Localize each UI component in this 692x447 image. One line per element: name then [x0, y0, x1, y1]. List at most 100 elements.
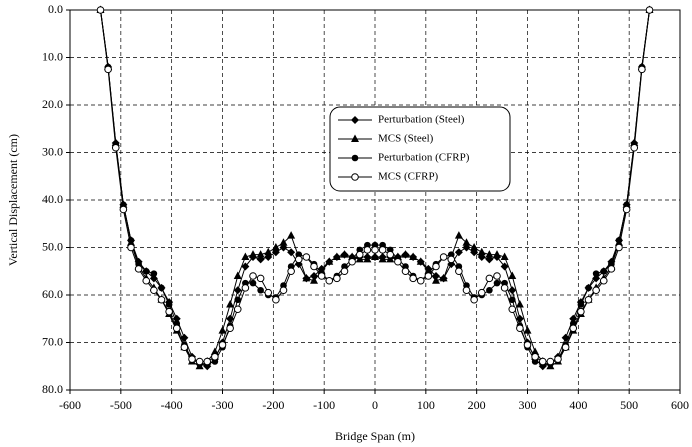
data-point	[180, 343, 189, 352]
legend-marker	[351, 116, 359, 124]
data-point	[561, 343, 570, 352]
x-tick-label: 300	[519, 398, 537, 412]
data-point	[493, 250, 501, 258]
data-point	[272, 295, 280, 304]
data-point	[233, 286, 242, 295]
data-point	[401, 250, 410, 258]
data-point	[455, 267, 463, 276]
data-point	[554, 355, 562, 363]
y-tick-label: 30.0	[42, 144, 63, 158]
legend-label: MCS (Steel)	[378, 133, 434, 145]
y-tick-label: 50.0	[42, 239, 63, 253]
data-point	[622, 205, 631, 214]
data-point	[241, 252, 250, 260]
data-point	[577, 307, 585, 316]
data-point	[111, 143, 120, 152]
data-point	[538, 357, 547, 366]
data-point	[439, 273, 448, 282]
x-tick-label: -300	[212, 398, 234, 412]
data-point	[515, 314, 524, 323]
data-point	[615, 243, 623, 252]
data-point	[226, 314, 235, 323]
data-point	[363, 246, 372, 254]
data-point	[386, 250, 395, 259]
data-point	[577, 301, 585, 308]
data-point	[378, 246, 387, 254]
data-point	[585, 284, 592, 292]
data-point	[432, 276, 440, 284]
data-point	[279, 238, 288, 246]
data-point	[104, 65, 112, 74]
data-point	[310, 262, 318, 271]
x-tick-label: -400	[161, 398, 183, 412]
data-point	[355, 254, 364, 263]
data-point	[134, 265, 143, 273]
data-point	[401, 267, 410, 276]
x-tick-label: -100	[313, 398, 335, 412]
legend-marker	[351, 154, 359, 162]
legend-label: MCS (CFRP)	[378, 171, 439, 183]
data-point	[203, 357, 212, 366]
legend-marker	[351, 134, 359, 142]
data-point	[257, 286, 264, 294]
data-point	[485, 274, 494, 283]
data-point	[477, 247, 486, 256]
data-point	[325, 276, 334, 285]
data-point	[127, 243, 135, 252]
data-point	[371, 252, 379, 260]
data-point	[325, 257, 334, 265]
y-tick-label: 60.0	[42, 287, 63, 301]
x-tick-label: 600	[671, 398, 689, 412]
data-point	[386, 254, 395, 263]
x-tick-label: -600	[59, 398, 81, 412]
data-point	[531, 352, 539, 361]
data-point	[249, 272, 257, 280]
x-axis-label: Bridge Span (m)	[335, 429, 415, 443]
data-point	[279, 286, 288, 295]
data-point	[416, 257, 425, 265]
data-point	[477, 288, 486, 297]
y-tick-label: 10.0	[42, 49, 63, 63]
data-point	[508, 286, 517, 295]
data-point	[172, 324, 181, 333]
data-point	[432, 272, 440, 280]
data-point	[638, 65, 646, 74]
data-point	[561, 333, 570, 342]
data-point	[516, 324, 524, 333]
data-point	[249, 279, 257, 287]
data-point	[546, 357, 555, 366]
legend-marker	[351, 173, 359, 181]
data-point	[294, 255, 303, 264]
data-point	[96, 6, 105, 14]
y-tick-label: 70.0	[42, 334, 63, 348]
data-point	[226, 324, 234, 333]
x-tick-label: 400	[569, 398, 587, 412]
data-point	[226, 300, 235, 308]
data-point	[165, 301, 173, 308]
data-point	[249, 250, 257, 258]
data-point	[416, 276, 425, 285]
data-point	[150, 286, 158, 295]
data-point	[234, 296, 242, 304]
data-point	[531, 347, 540, 355]
data-point	[454, 248, 463, 257]
data-point	[287, 248, 296, 257]
data-point	[340, 250, 349, 258]
data-point	[165, 307, 173, 316]
data-point	[470, 243, 479, 251]
data-point	[439, 253, 448, 261]
data-point	[569, 324, 578, 333]
data-point	[310, 272, 318, 280]
data-point	[172, 314, 181, 323]
data-point	[158, 284, 165, 292]
data-point	[287, 231, 296, 239]
data-point	[157, 295, 166, 304]
plot-frame	[69, 9, 681, 391]
data-point	[264, 288, 273, 297]
data-point	[409, 252, 418, 260]
y-tick-label: 40.0	[42, 192, 63, 206]
data-point	[600, 267, 608, 275]
data-point	[486, 286, 493, 294]
data-point	[493, 272, 501, 280]
